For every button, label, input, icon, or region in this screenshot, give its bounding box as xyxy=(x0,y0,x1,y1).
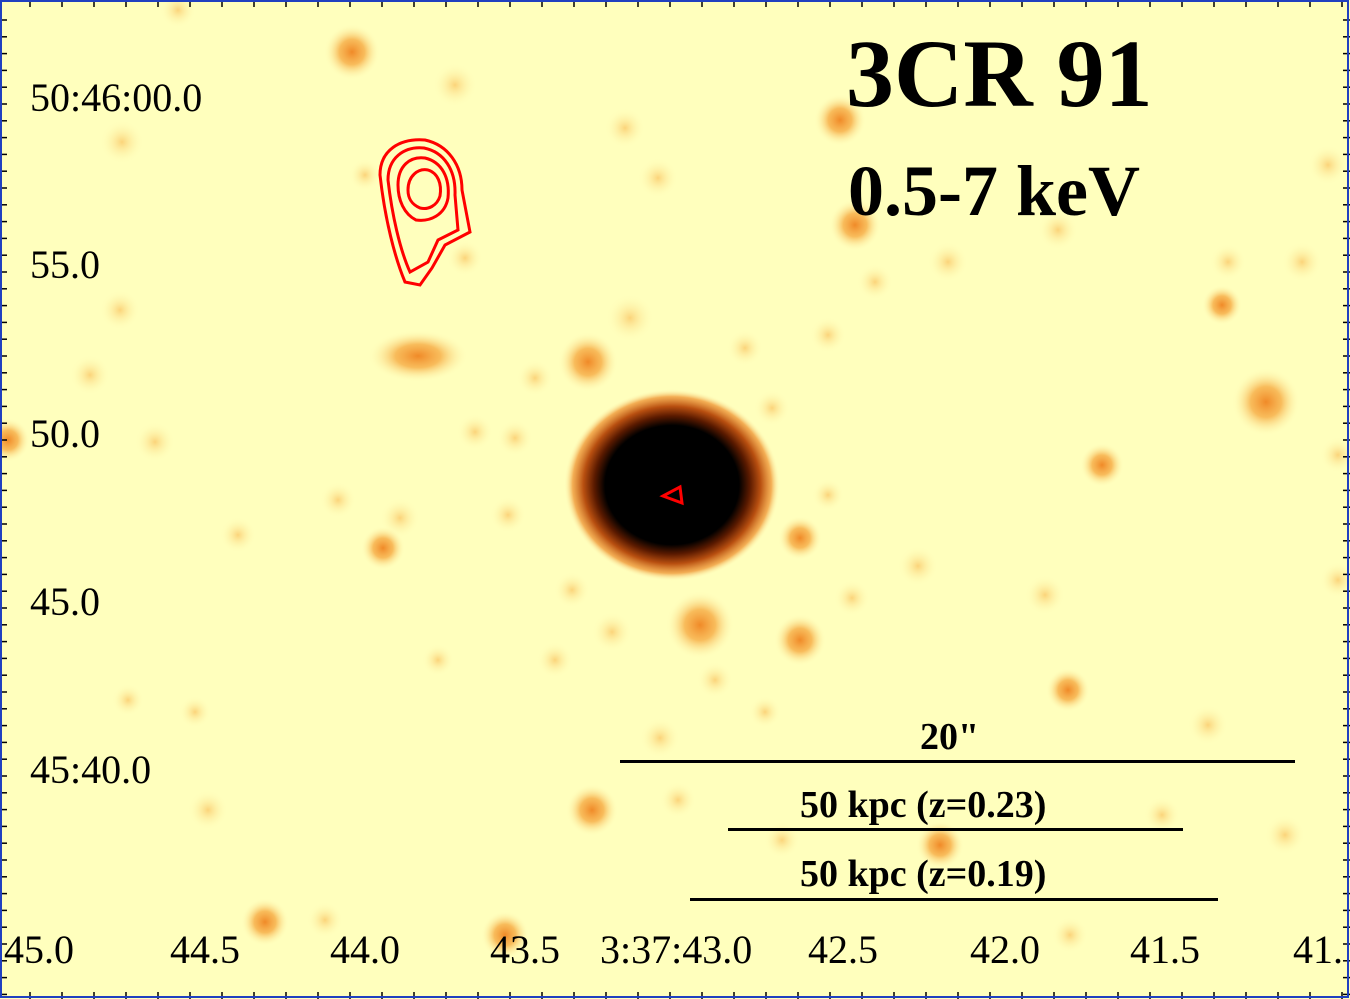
xray-blob xyxy=(1282,242,1322,282)
xray-blob xyxy=(1052,917,1088,953)
scale-bar-arcsec xyxy=(620,760,1295,763)
xray-blob xyxy=(497,420,533,456)
xray-blob xyxy=(447,240,483,276)
y-tick-label: 45:40.0 xyxy=(30,747,152,792)
xray-blob xyxy=(1144,797,1180,833)
xray-blob xyxy=(517,360,553,396)
xray-blob xyxy=(70,355,110,395)
xray-blob xyxy=(433,63,477,107)
xray-blob xyxy=(774,614,826,666)
y-tick-label: 45.0 xyxy=(30,579,100,624)
xray-blob xyxy=(606,294,654,342)
xray-blob xyxy=(754,390,790,426)
xray-blob xyxy=(188,790,228,830)
x-tick-label: 42.0 xyxy=(970,927,1040,972)
x-tick-label: 45.0 xyxy=(4,927,74,972)
xray-blob xyxy=(361,526,405,570)
xray-blob xyxy=(1210,244,1246,280)
x-tick-label: 3:37:43.0 xyxy=(600,927,753,972)
xray-blob xyxy=(537,642,573,678)
xray-blob xyxy=(812,479,844,511)
xray-blob xyxy=(592,612,632,652)
radio-contour xyxy=(396,156,450,222)
xray-blob xyxy=(814,94,866,146)
xray-blob xyxy=(660,782,696,818)
xray-blob xyxy=(1046,668,1090,712)
xray-blob xyxy=(324,24,380,80)
xray-blob xyxy=(749,696,781,728)
xray-blob xyxy=(349,159,381,191)
xray-blob xyxy=(490,497,526,533)
xray-blob xyxy=(160,0,196,28)
xray-blob xyxy=(241,898,289,946)
xray-blob xyxy=(638,158,678,198)
xray-blob xyxy=(220,517,256,553)
xray-blob xyxy=(368,330,468,382)
radio-contour xyxy=(386,146,460,275)
xray-core xyxy=(564,389,780,581)
xray-blob xyxy=(100,290,140,330)
xray-blob xyxy=(481,911,529,959)
xray-blob xyxy=(727,330,763,366)
xray-blob xyxy=(1080,443,1124,487)
scale-label-arcsec: 20" xyxy=(920,716,980,758)
xray-blob xyxy=(764,822,800,858)
scale-label-z023: 50 kpc (z=0.23) xyxy=(800,784,1047,826)
y-tick-label: 50:46:00.0 xyxy=(30,75,203,120)
xray-blob xyxy=(179,696,211,728)
xray-blob xyxy=(857,264,893,300)
xray-blob xyxy=(697,662,733,698)
xray-blob xyxy=(1232,368,1300,436)
xray-blob xyxy=(829,199,881,251)
xray-blob xyxy=(928,242,968,282)
xray-blob xyxy=(307,902,343,938)
xray-blobs xyxy=(0,0,1350,959)
xray-blob xyxy=(422,644,454,676)
xray-blob xyxy=(554,572,590,608)
radio-contour xyxy=(378,138,472,287)
x-tick-label: 44.5 xyxy=(170,927,240,972)
xray-blob xyxy=(834,580,870,616)
xray-blob xyxy=(135,422,175,462)
xray-blob xyxy=(1038,210,1078,250)
xray-blob xyxy=(320,482,356,518)
xray-blob xyxy=(1320,562,1350,598)
x-tick-label: 42.5 xyxy=(808,927,878,972)
xray-blob xyxy=(1265,815,1305,855)
scale-bar-z023 xyxy=(728,828,1183,831)
xray-blob xyxy=(1188,705,1228,745)
xray-blob xyxy=(457,414,493,450)
radio-contour-core xyxy=(659,484,684,506)
xray-blob xyxy=(778,516,822,560)
xray-blob xyxy=(1308,145,1348,185)
scale-bar-z019 xyxy=(690,898,1218,901)
scale-label-z019: 50 kpc (z=0.19) xyxy=(800,853,1047,895)
xray-blob xyxy=(666,591,734,659)
y-tick-label: 55.0 xyxy=(30,242,100,287)
x-tick-label: 43.5 xyxy=(490,927,560,972)
xray-blob xyxy=(558,332,618,392)
xray-blob xyxy=(640,718,680,758)
energy-band: 0.5-7 keV xyxy=(848,151,1140,231)
xray-blob xyxy=(1320,437,1350,473)
xray-blob xyxy=(916,821,964,869)
x-tick-label: 44.0 xyxy=(330,927,400,972)
xray-blob xyxy=(112,684,144,716)
x-tick-label: 41. xyxy=(1293,927,1343,972)
xray-blob xyxy=(898,546,938,586)
radio-contour xyxy=(406,168,442,210)
xray-blob xyxy=(810,317,846,353)
xray-blob xyxy=(566,784,618,836)
source-title: 3CR 91 xyxy=(846,20,1153,127)
radio-contours xyxy=(378,138,684,506)
xray-blob xyxy=(0,418,30,462)
y-tick-label: 50.0 xyxy=(30,411,100,456)
x-tick-label: 41.5 xyxy=(1130,927,1200,972)
xray-blob xyxy=(1025,575,1065,615)
xray-blob xyxy=(1202,285,1242,325)
xray-blob xyxy=(100,120,144,164)
xray-blob xyxy=(605,108,645,148)
